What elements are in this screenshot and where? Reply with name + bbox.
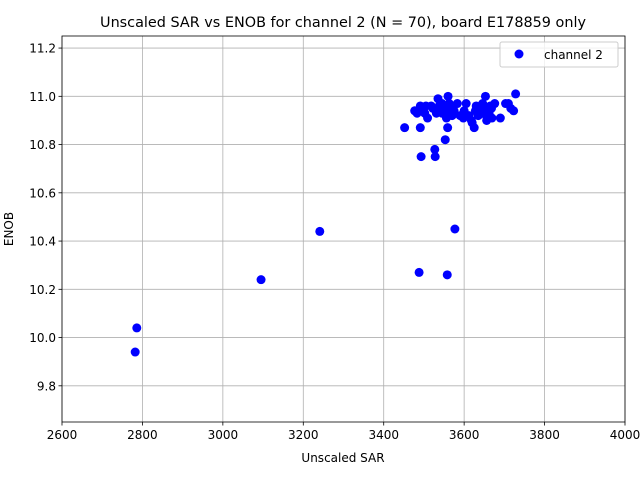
y-tick-label: 10.0	[29, 331, 56, 345]
y-axis-ticks: 9.8 10.0 10.2 10.4 10.6 10.8 11.0 11.2	[29, 42, 62, 393]
data-point	[450, 224, 460, 234]
data-point	[466, 115, 476, 125]
chart-title: Unscaled SAR vs ENOB for channel 2 (N = …	[100, 15, 586, 31]
data-point	[420, 108, 430, 118]
legend-label: channel 2	[544, 48, 603, 62]
data-point	[256, 275, 266, 285]
x-tick-label: 4000	[610, 428, 640, 442]
data-point	[400, 123, 410, 133]
data-point	[437, 108, 447, 118]
x-tick-label: 3800	[529, 428, 560, 442]
y-tick-label: 10.8	[29, 138, 56, 152]
data-point	[509, 106, 519, 116]
data-point	[416, 152, 426, 162]
data-point	[486, 103, 496, 113]
data-point	[430, 152, 440, 162]
data-point	[459, 106, 469, 116]
y-tick-label: 10.6	[29, 186, 56, 200]
data-point	[461, 99, 471, 109]
y-tick-label: 10.2	[29, 283, 56, 297]
data-point	[495, 113, 505, 123]
data-point	[511, 89, 521, 99]
x-tick-label: 3200	[288, 428, 319, 442]
x-tick-label: 3400	[368, 428, 399, 442]
y-tick-label: 11.0	[29, 90, 56, 104]
data-points	[130, 89, 521, 357]
data-point	[443, 91, 453, 101]
legend: channel 2	[499, 41, 619, 68]
data-point	[469, 123, 479, 133]
data-point	[442, 270, 452, 280]
y-axis-label: ENOB	[2, 212, 16, 246]
data-point	[448, 108, 458, 118]
legend-box	[499, 41, 619, 68]
data-point	[452, 99, 462, 109]
plot-frame	[61, 35, 626, 423]
data-point	[315, 226, 325, 236]
data-point	[481, 111, 491, 121]
y-tick-label: 9.8	[37, 379, 56, 393]
x-axis-label: Unscaled SAR	[301, 451, 384, 465]
data-point	[475, 106, 485, 116]
x-tick-label: 3000	[208, 428, 239, 442]
data-point	[428, 103, 438, 113]
data-point	[480, 91, 490, 101]
data-point	[430, 144, 440, 154]
data-point	[414, 267, 424, 277]
legend-marker	[514, 49, 524, 59]
data-point	[443, 123, 453, 133]
x-tick-label: 2600	[47, 428, 78, 442]
data-point	[440, 135, 450, 145]
data-point	[438, 101, 448, 111]
x-tick-label: 3600	[449, 428, 480, 442]
y-tick-label: 10.4	[29, 235, 56, 249]
plot-area	[62, 36, 625, 422]
y-tick-label: 11.2	[29, 42, 56, 56]
data-point	[415, 123, 425, 133]
x-axis-ticks: 2600 2800 3000 3200 3400 3600 3800 4000	[47, 422, 640, 442]
data-point	[130, 347, 140, 357]
x-tick-label: 2800	[127, 428, 158, 442]
data-point	[132, 323, 142, 333]
